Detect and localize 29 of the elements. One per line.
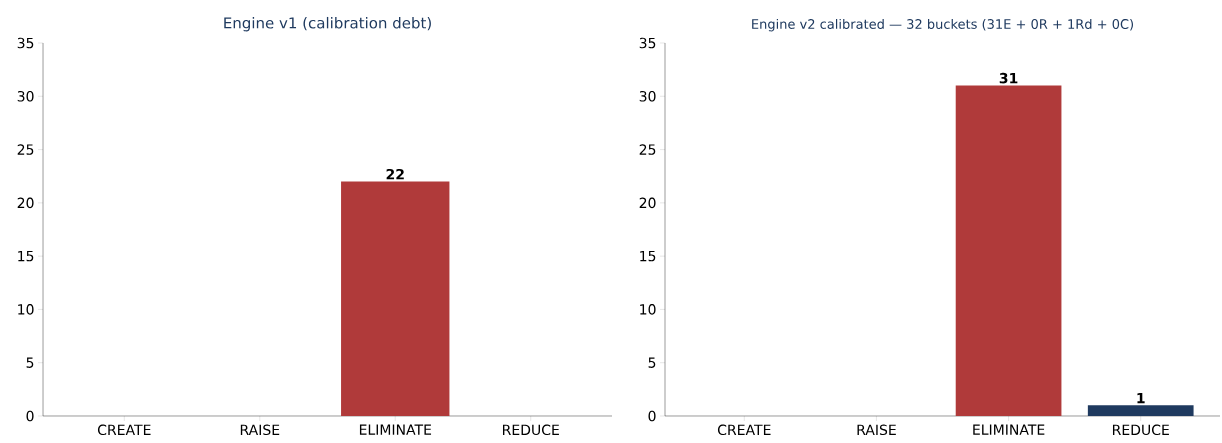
y-tick-label: 20 <box>17 197 34 209</box>
x-tick-label: RAISE <box>240 424 280 436</box>
x-tick-label: RAISE <box>857 424 896 436</box>
chart-title: Engine v2 calibrated — 32 buckets (31E + 0R + 1Rd + 0C) <box>752 18 1134 32</box>
y-tick-label: 0 <box>26 410 34 422</box>
data-label: 1 <box>1137 392 1145 404</box>
x-tick-label: REDUCE <box>502 424 559 436</box>
x-tick-label: CREATE <box>97 424 151 436</box>
y-tick-label: 15 <box>640 250 656 262</box>
y-tick-label: 10 <box>640 304 656 315</box>
y-tick-label: 10 <box>18 304 34 315</box>
x-tick-label: ELIMINATE <box>973 424 1045 435</box>
y-tick-label: 35 <box>639 37 656 49</box>
y-tick-label: 25 <box>639 144 656 155</box>
y-tick-label: 15 <box>18 250 34 262</box>
y-tick-label: 35 <box>17 37 34 49</box>
y-tick-label: 30 <box>17 90 34 102</box>
data-label: 31 <box>999 72 1018 84</box>
y-tick-label: 0 <box>648 410 656 422</box>
y-tick-label: 30 <box>639 90 656 102</box>
data-label: 22 <box>386 168 404 180</box>
y-tick-label: 20 <box>639 197 656 209</box>
x-tick-label: CREATE <box>717 424 771 436</box>
x-tick-label: REDUCE <box>1112 424 1169 436</box>
y-tick-label: 5 <box>648 357 656 368</box>
y-tick-label: 25 <box>17 144 34 155</box>
chart-title: Engine v1 (calibration debt) <box>224 16 431 32</box>
y-tick-label: 5 <box>26 357 34 368</box>
x-tick-label: ELIMINATE <box>359 424 432 435</box>
